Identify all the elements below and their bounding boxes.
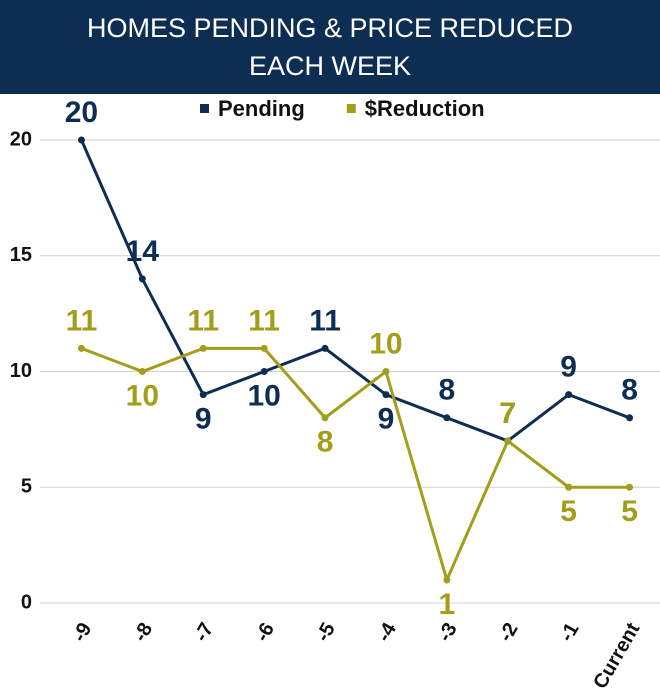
data-label: 7 [499,397,516,430]
data-label: 8 [621,374,638,407]
point [77,136,85,144]
data-label: 9 [378,403,395,436]
data-label: 7 [499,397,516,430]
series-line [80,139,631,443]
point [138,368,146,375]
series-line [80,346,630,585]
y-tick-label: 15 [10,244,32,266]
x-tick-label: -8 [129,619,157,645]
point [565,483,573,491]
x-tick-label: -6 [251,619,279,645]
data-label: 10 [247,379,280,412]
legend-swatch [346,104,356,113]
data-label: 14 [126,235,160,268]
point [504,437,512,445]
title-banner: HOMES PENDING & PRICE REDUCED EACH WEEK [0,0,660,94]
data-label: 8 [317,426,334,459]
x-tick-label: -4 [373,618,401,645]
data-label: 8 [439,374,456,407]
legend-swatch [200,104,209,113]
point [77,344,85,352]
point [382,391,390,399]
chart-title: HOMES PENDING & PRICE REDUCED EACH WEEK [86,13,574,81]
legend-label: $Reduction [365,96,485,121]
y-tick-label: 20 [10,128,32,150]
y-tick-label: 10 [10,360,32,382]
data-label: 9 [195,403,212,436]
point [321,414,329,422]
point [260,344,268,352]
x-tick-label: -1 [556,619,584,645]
data-label: 1 [439,588,456,621]
point [321,344,329,352]
data-label: 9 [560,351,577,384]
point [382,368,390,375]
x-tick-label: -3 [434,619,462,645]
legend-label: Pending [218,96,305,121]
data-label: 10 [126,379,159,412]
data-label: 11 [309,304,341,337]
point [260,368,268,375]
data-label: 5 [560,495,577,528]
data-label: 11 [187,304,219,337]
x-tick-label: -9 [68,619,96,645]
data-label: 10 [369,327,402,360]
point [626,483,634,491]
point [565,391,573,399]
point [199,344,207,352]
point [443,576,451,584]
y-tick-label: 5 [21,476,32,498]
point [138,275,146,283]
x-tick-label: -7 [190,619,218,645]
point [443,414,451,422]
x-tick-label: -2 [495,619,523,645]
point [626,414,634,422]
y-tick-label: 0 [21,591,32,613]
data-label: 11 [248,304,280,337]
data-label: 5 [621,495,638,528]
point [199,391,207,399]
data-label: 11 [66,304,98,337]
x-tick-label: Current [589,619,644,693]
x-tick-label: -5 [312,619,340,645]
data-label: 20 [65,96,98,129]
